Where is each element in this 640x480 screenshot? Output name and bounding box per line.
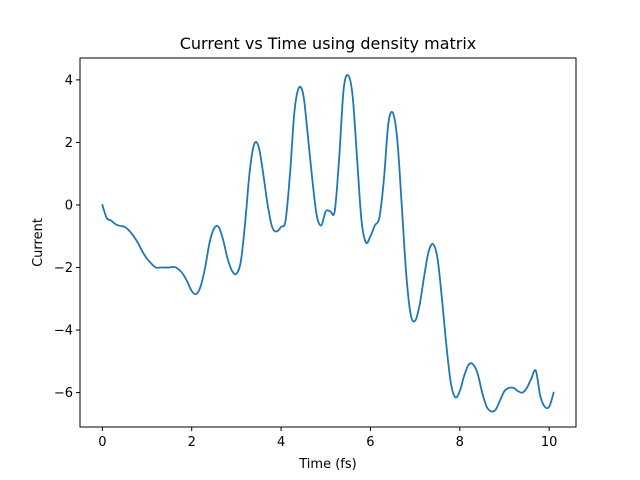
x-tick-label: 0	[98, 435, 106, 450]
x-tick-label: 2	[188, 435, 196, 450]
series-line	[101, 74, 555, 413]
chart-title: Current vs Time using density matrix	[180, 34, 477, 53]
x-axis-ticks: 0 2 4 6 8 10	[98, 427, 557, 450]
y-tick-label: 0	[65, 198, 73, 213]
y-axis-title: Current	[31, 218, 46, 267]
y-axis-ticks: −6 −4 −2 0 2 4	[54, 73, 80, 401]
x-tick-label: 4	[277, 435, 285, 450]
plot-frame	[79, 57, 577, 428]
y-tick-label: −6	[54, 386, 73, 401]
x-tick-label: 6	[366, 435, 374, 450]
y-tick-label: 4	[65, 73, 73, 88]
y-tick-label: −2	[54, 261, 73, 276]
x-tick-label: 8	[456, 435, 464, 450]
x-tick-label: 10	[541, 435, 558, 450]
y-tick-label: 2	[65, 136, 73, 151]
series-layer	[101, 74, 555, 413]
x-axis-title: Time (fs)	[298, 457, 356, 472]
plot-background	[80, 58, 576, 427]
y-tick-label: −4	[54, 324, 73, 339]
